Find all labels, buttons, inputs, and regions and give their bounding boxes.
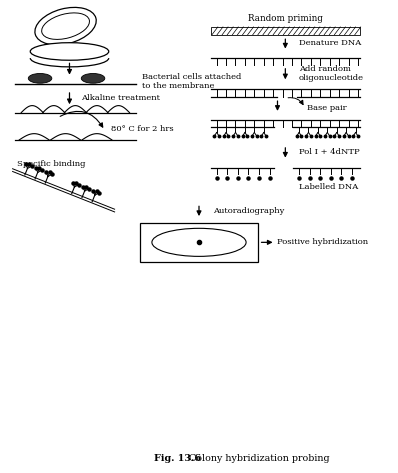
Text: Random priming: Random priming bbox=[248, 14, 323, 23]
Text: Positive hybridization: Positive hybridization bbox=[277, 238, 369, 246]
Text: Colony hybridization probing: Colony hybridization probing bbox=[186, 454, 330, 463]
Ellipse shape bbox=[42, 13, 90, 39]
Text: Fig. 13.6: Fig. 13.6 bbox=[154, 454, 201, 463]
Text: Specific binding: Specific binding bbox=[16, 160, 85, 168]
Ellipse shape bbox=[81, 73, 105, 83]
FancyBboxPatch shape bbox=[211, 27, 360, 35]
Text: Base pair: Base pair bbox=[307, 104, 347, 112]
Ellipse shape bbox=[35, 8, 96, 45]
Text: Alkaline treatment: Alkaline treatment bbox=[81, 94, 160, 102]
Ellipse shape bbox=[30, 43, 109, 60]
Text: Autoradiography: Autoradiography bbox=[213, 207, 284, 215]
Ellipse shape bbox=[152, 228, 246, 256]
Text: Bacterial cells attached
to the membrane: Bacterial cells attached to the membrane bbox=[142, 73, 242, 90]
Text: Pol I + 4dNTP: Pol I + 4dNTP bbox=[299, 148, 360, 156]
Text: Denature DNA: Denature DNA bbox=[299, 39, 361, 47]
Text: 80° C for 2 hrs: 80° C for 2 hrs bbox=[111, 124, 173, 132]
Text: Labelled DNA: Labelled DNA bbox=[299, 183, 358, 191]
FancyBboxPatch shape bbox=[140, 223, 258, 262]
Ellipse shape bbox=[28, 73, 52, 83]
Text: Add random
oligonucleotide: Add random oligonucleotide bbox=[299, 65, 364, 82]
